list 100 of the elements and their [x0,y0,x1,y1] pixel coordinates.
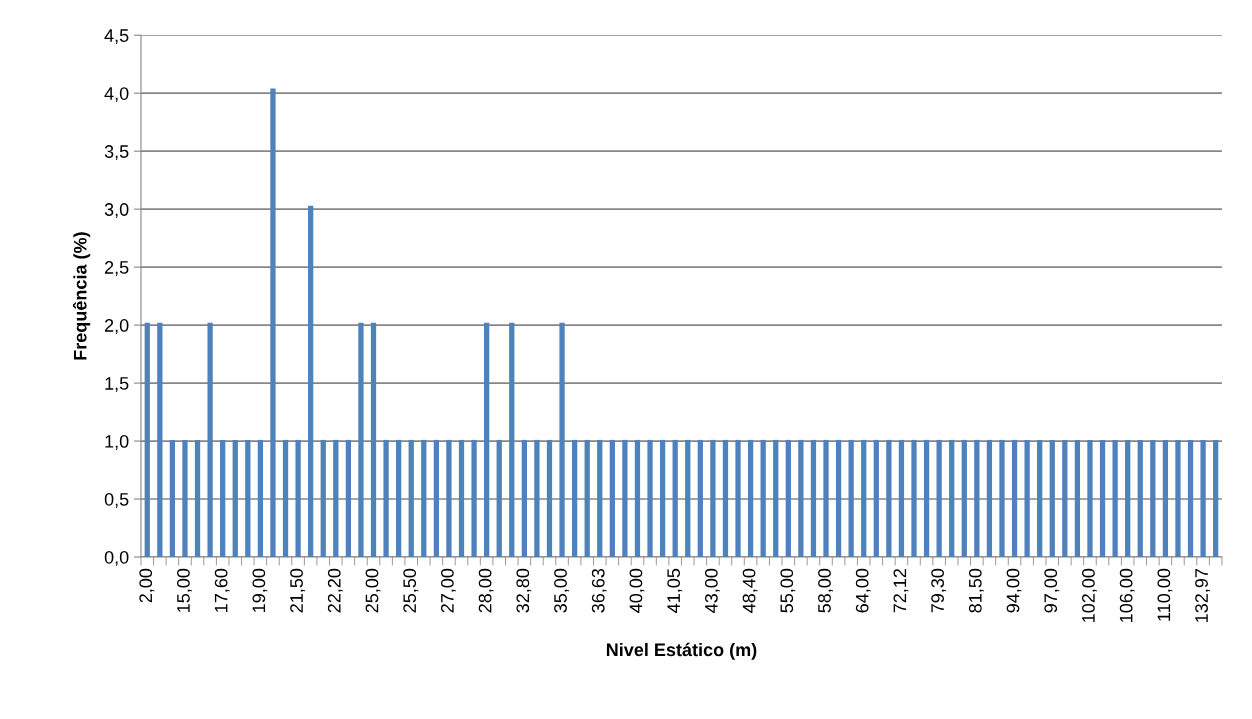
y-tick-label: 3,5 [104,145,129,161]
bar [722,439,729,558]
x-tick-label: 21,50 [290,568,306,613]
x-axis-title: Nivel Estático (m) [606,642,757,660]
bar [358,322,364,558]
bar [333,439,339,558]
bar [1062,439,1068,558]
bar [659,439,666,558]
x-tick-label: 81,50 [968,568,984,613]
y-tick-label: 3,0 [104,203,129,219]
bar [144,322,150,558]
bar [685,439,691,558]
bar [936,439,942,558]
bar [609,439,615,558]
y-tick-label: 4,0 [104,87,129,103]
bar [1074,439,1081,558]
bar [270,88,276,558]
bar [1049,439,1055,558]
bar [861,439,867,558]
x-tick-label: 79,30 [931,568,947,613]
bar [1011,439,1018,558]
bar [534,439,540,558]
y-tick-label: 4,5 [104,29,129,45]
bar [408,439,414,558]
x-tick-label: 2,00 [139,568,155,603]
x-tick-label: 19,00 [252,568,268,612]
x-tick-label: 64,00 [855,568,871,613]
bar [484,322,490,558]
y-tick-label: 1,5 [105,377,129,392]
bar [571,439,578,558]
bar [1187,439,1194,558]
bar [710,439,716,558]
x-tick-label: 32,80 [516,568,532,613]
y-tick-label: 2,0 [104,319,129,334]
x-tick-label: 106,00 [1119,568,1135,622]
bar [672,439,678,558]
bar [509,322,515,558]
x-tick-label: 43,00 [704,568,720,613]
bar [735,439,741,558]
x-tick-label: 102,00 [1082,568,1097,622]
x-tick-label: 28,00 [478,568,494,613]
x-tick-label: 94,00 [1006,568,1022,613]
bar [1200,439,1206,558]
x-tick-label: 72,12 [893,569,909,613]
y-tick-label: 1,0 [105,434,129,450]
x-tick-label: 40,00 [629,568,645,613]
x-tick-label: 48,40 [742,568,758,613]
bar [220,439,226,558]
x-tick-label: 55,00 [780,568,796,613]
x-tick-label: 41,05 [667,568,683,613]
bar [810,439,817,558]
bar [647,439,653,558]
x-tick-label: 27,00 [440,568,456,613]
bar [747,439,754,558]
bar [773,439,779,558]
bar [634,439,641,558]
bar [622,439,628,558]
bar [207,322,213,558]
bar [157,322,163,558]
x-tick-label: 17,60 [214,568,230,612]
bar [798,439,804,558]
bar [496,439,502,558]
bar [961,439,967,558]
bar [232,439,238,558]
bar [521,439,527,558]
x-tick-label: 25,50 [403,568,419,613]
bar [559,322,565,558]
bar [383,439,389,558]
bar [999,439,1005,558]
bar [911,439,917,558]
bar [546,439,553,558]
y-tick-label: 0,0 [104,550,129,566]
bar [396,439,402,558]
x-tick-label: 58,00 [818,568,833,613]
bar [245,439,251,558]
bar [433,439,439,558]
x-tick-label: 25,00 [365,568,381,613]
bar [898,439,905,558]
bar [697,439,703,558]
bar [169,439,176,558]
bar [923,439,930,558]
x-tick-label: 132,97 [1195,569,1211,622]
bar [182,439,188,558]
bar [471,439,477,558]
x-tick-label: 36,63 [591,568,607,613]
bar [1099,439,1106,558]
bar [257,439,264,558]
x-tick-label: 15,00 [177,568,192,612]
bar [1125,439,1131,558]
bar [458,439,465,558]
bar [295,439,301,558]
x-tick-label: 97,00 [1044,568,1060,613]
bar [986,439,993,558]
bar [1213,439,1219,558]
bar [1137,439,1143,558]
bar [320,439,326,558]
bar [760,439,766,558]
y-axis-title: Frequência (%) [72,232,91,360]
bar [584,439,590,558]
bar [1024,439,1030,558]
